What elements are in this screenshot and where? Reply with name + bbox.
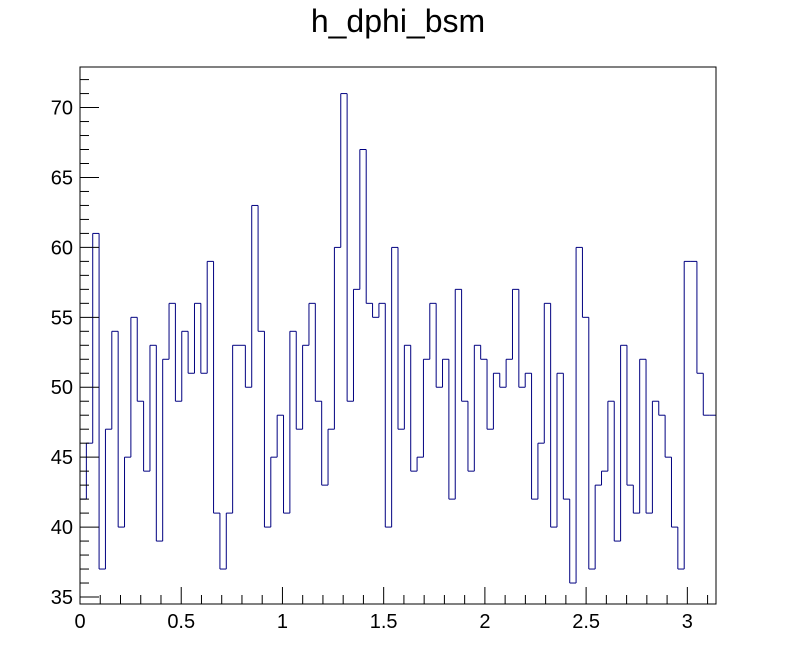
y-tick-label: 35 bbox=[51, 587, 73, 609]
chart-title: h_dphi_bsm bbox=[311, 3, 485, 39]
x-tick-label: 0.5 bbox=[167, 611, 195, 633]
x-tick-label: 1 bbox=[277, 611, 288, 633]
y-tick-label: 60 bbox=[51, 237, 73, 259]
y-tick-label: 40 bbox=[51, 517, 73, 539]
x-tick-label: 2 bbox=[479, 611, 490, 633]
x-tick-label: 2.5 bbox=[572, 611, 600, 633]
x-tick-label: 1.5 bbox=[370, 611, 398, 633]
plot-frame bbox=[79, 66, 717, 605]
y-tick-label: 70 bbox=[51, 98, 73, 120]
y-tick-label: 65 bbox=[51, 167, 73, 189]
y-tick-label: 55 bbox=[51, 307, 73, 329]
x-tick-label: 0 bbox=[74, 611, 85, 633]
x-tick-label: 3 bbox=[682, 611, 693, 633]
y-tick-label: 50 bbox=[51, 377, 73, 399]
plot-area: 0 0.5 1 1.5 2 2.5 3 35 40 45 50 55 60 65 70 bbox=[51, 66, 717, 633]
y-tick-label: 45 bbox=[51, 447, 73, 469]
